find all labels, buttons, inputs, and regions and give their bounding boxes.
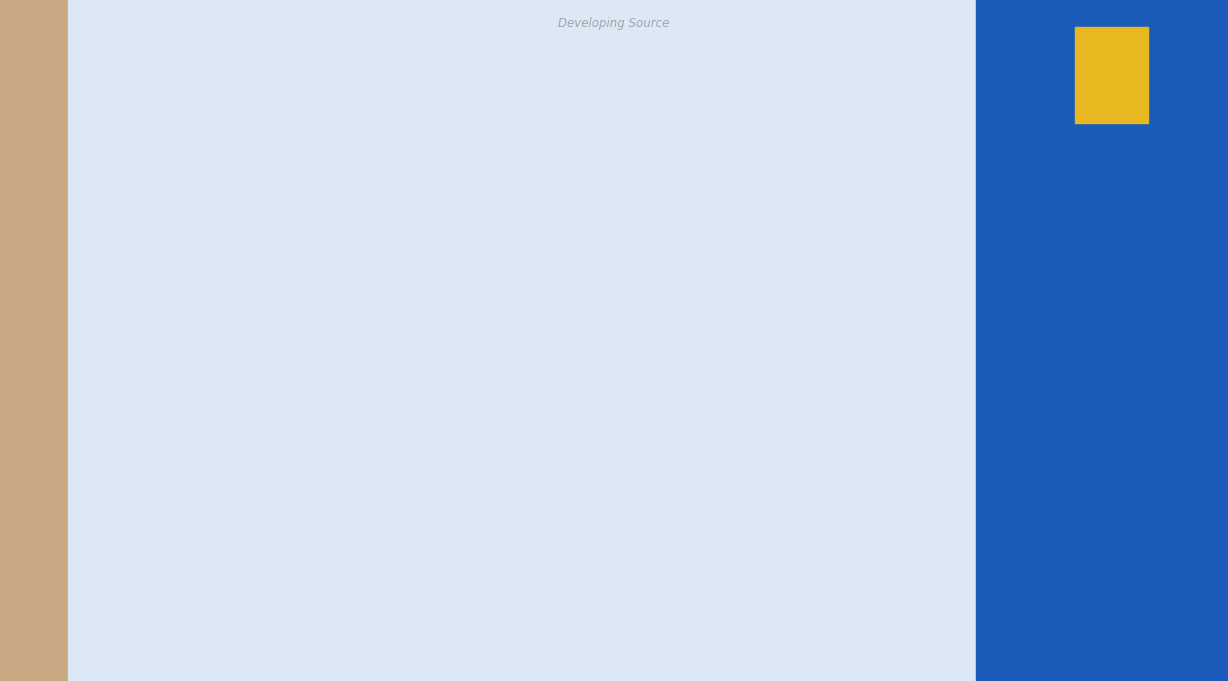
Text: neutron, and electron are 1.67262 x 10^-27 kg: neutron, and electron are 1.67262 x 10^-… bbox=[122, 439, 979, 473]
Text: nucleon in Calcium-40. The mass of a proton,: nucleon in Calcium-40. The mass of a pro… bbox=[122, 368, 942, 402]
Text: respectively.: respectively. bbox=[122, 582, 348, 616]
Text: NUCLEAR BINDING ENERGY PER NUCLEON & MASS DEFECT: NUCLEAR BINDING ENERGY PER NUCLEON & MAS… bbox=[122, 58, 785, 77]
Text: (40.08amu).: (40.08amu). bbox=[122, 225, 345, 259]
Text: 1. (a) Calculate the mass defect of Calcium-40: 1. (a) Calculate the mass defect of Calc… bbox=[122, 153, 963, 187]
Text: , 1.67493x10 ^-27 kg, and 9.11x10 ^-31 kg: , 1.67493x10 ^-27 kg, and 9.11x10 ^-31 k… bbox=[122, 511, 923, 545]
Text: (b) Calculate the nuclear binding energy per: (b) Calculate the nuclear binding energy… bbox=[122, 296, 925, 330]
Text: Developing Source: Developing Source bbox=[559, 17, 669, 30]
